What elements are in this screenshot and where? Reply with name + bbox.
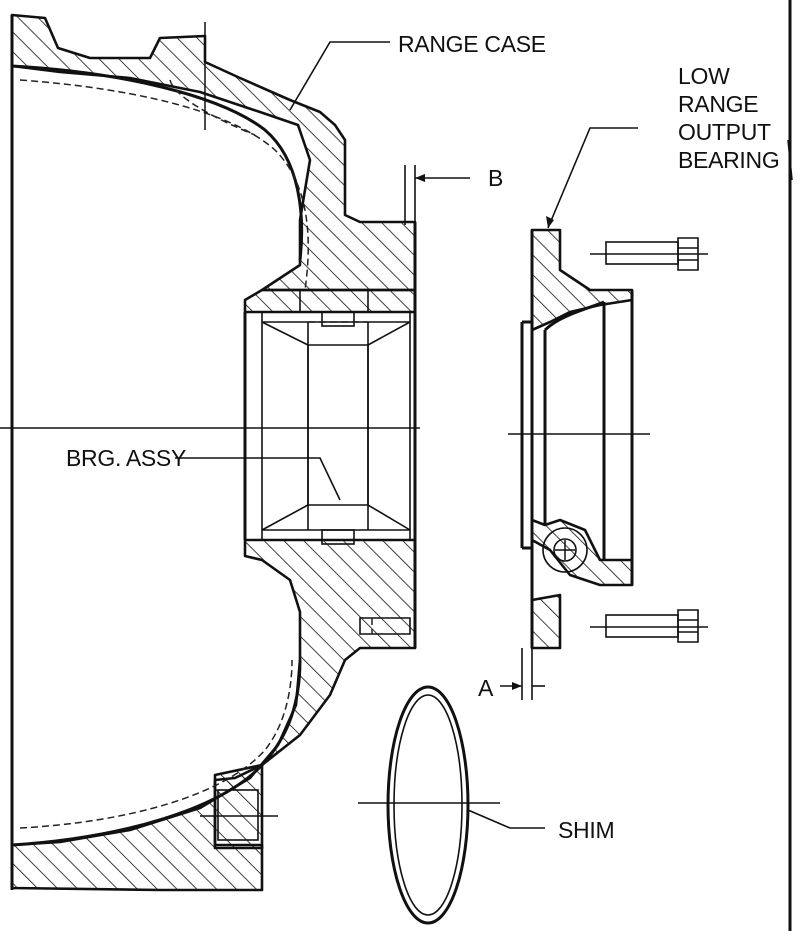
dimension-b — [404, 165, 470, 225]
dimension-a — [500, 648, 545, 700]
label-low-range-line-3: OUTPUT — [678, 119, 771, 145]
shim — [358, 685, 500, 925]
label-dimension-a: A — [478, 675, 494, 701]
label-low-range-line-4: BEARING — [678, 147, 779, 173]
label-low-range-line-2: RANGE — [678, 91, 758, 117]
range-case-casting — [10, 13, 417, 892]
label-range-case: RANGE CASE — [398, 31, 546, 57]
bolt-lower — [590, 609, 708, 643]
label-dimension-b: B — [488, 165, 503, 191]
label-shim: SHIM — [558, 817, 614, 843]
leader-shim — [467, 809, 545, 829]
label-bearing-assembly: BRG. ASSY — [66, 445, 186, 471]
bolt-upper — [590, 237, 708, 271]
leader-low-range-bearing — [546, 127, 638, 229]
leader-range-case — [289, 41, 390, 111]
label-low-range-line-1: LOW — [678, 63, 730, 89]
bearing-retainer — [508, 228, 650, 650]
leader-bearing-assembly — [175, 457, 341, 501]
bearing-assembly — [0, 22, 420, 545]
